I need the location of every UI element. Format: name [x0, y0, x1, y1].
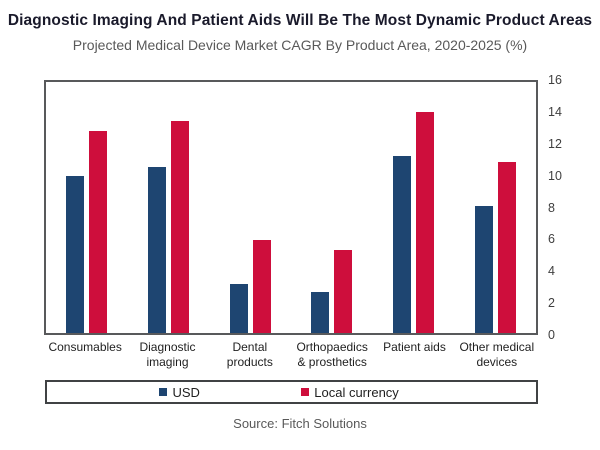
- bar-group: [46, 82, 128, 333]
- source-attribution: Source: Fitch Solutions: [233, 416, 367, 431]
- bar-group: [209, 82, 291, 333]
- legend-label-usd: USD: [172, 384, 200, 400]
- bar-group: [291, 82, 373, 333]
- legend-entry-usd: USD: [159, 382, 200, 402]
- bar-group: [128, 82, 210, 333]
- bar-group: [373, 82, 455, 333]
- plot-area: [44, 80, 538, 335]
- bar-usd: [311, 292, 330, 333]
- y-tick-label: 6: [548, 232, 555, 247]
- y-tick-label: 0: [548, 328, 555, 342]
- x-axis-label: Patient aids: [383, 340, 446, 354]
- x-axis-label: Other medical devices: [459, 340, 535, 369]
- chart-title: Diagnostic Imaging And Patient Aids Will…: [7, 12, 593, 29]
- local-currency-swatch-icon: [301, 388, 310, 396]
- bar-usd: [148, 166, 166, 333]
- chart-subtitle: Projected Medical Device Market CAGR By …: [72, 37, 528, 53]
- y-tick-label: 2: [548, 296, 555, 311]
- bar-usd: [229, 284, 248, 333]
- y-tick-label: 14: [548, 104, 562, 119]
- bar-series-container: [46, 82, 536, 333]
- bar-usd: [66, 176, 85, 333]
- bar-group: [454, 82, 536, 333]
- y-axis: 16 14 12 10 8 6 4 2 0: [544, 73, 584, 342]
- x-axis-label: Consumables: [48, 340, 122, 354]
- x-axis: Consumables Diagnostic imaging Dental prod…: [44, 340, 538, 370]
- y-tick-label: 12: [548, 136, 562, 151]
- bar-local-currency: [334, 249, 353, 333]
- x-axis-label: Orthopaedics & prosthetics: [296, 340, 368, 369]
- bar-local-currency: [171, 121, 189, 333]
- y-tick-label: 16: [548, 73, 562, 87]
- x-axis-label: Diagnostic imaging: [139, 340, 196, 369]
- bar-local-currency: [252, 240, 271, 333]
- y-tick-label: 10: [548, 168, 562, 183]
- y-tick-label: 4: [548, 264, 555, 279]
- bar-local-currency: [89, 130, 108, 333]
- usd-swatch-icon: [159, 388, 168, 396]
- legend-label-local-currency: Local currency: [314, 384, 399, 400]
- x-axis-label: Dental products: [226, 340, 273, 369]
- legend-entry-local-currency: Local currency: [301, 382, 399, 402]
- bar-local-currency: [416, 111, 435, 333]
- y-tick-label: 8: [548, 200, 555, 215]
- legend-box: USD Local currency: [45, 380, 538, 404]
- bar-local-currency: [497, 162, 516, 333]
- bar-usd: [393, 155, 412, 333]
- bar-usd: [474, 205, 493, 333]
